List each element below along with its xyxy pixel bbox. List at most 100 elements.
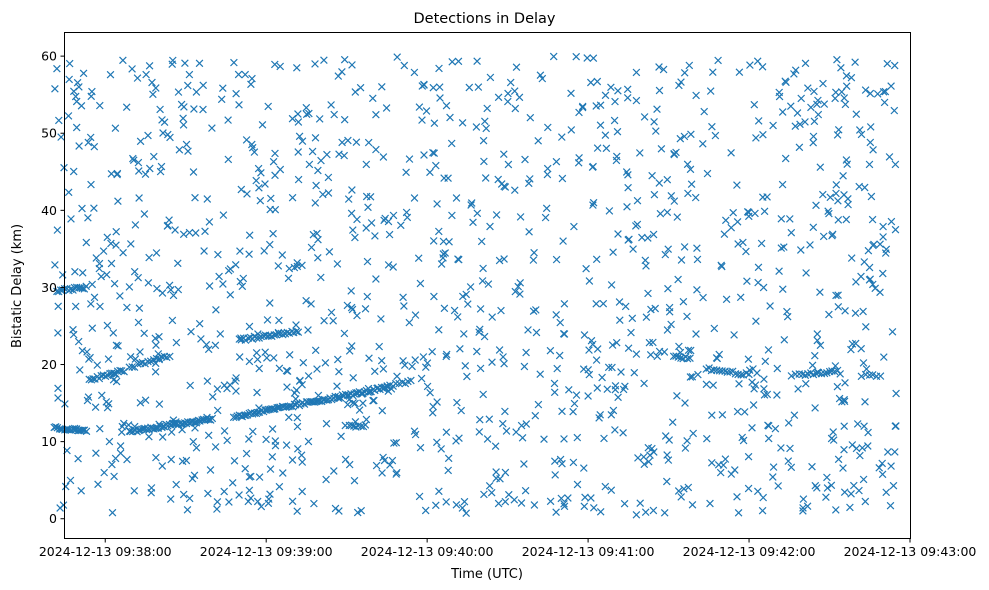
data-point-960 xyxy=(185,70,194,79)
data-point-263 xyxy=(840,397,849,406)
data-point-1175 xyxy=(411,311,420,319)
data-point-877 xyxy=(744,355,753,364)
data-point-632 xyxy=(604,363,613,372)
data-point-897 xyxy=(650,190,659,199)
data-point-894 xyxy=(479,390,488,399)
data-point-1560 xyxy=(361,421,370,429)
data-point-714 xyxy=(686,346,695,355)
data-point-457 xyxy=(892,389,900,398)
data-point-707 xyxy=(322,475,330,484)
data-point-1216 xyxy=(781,154,790,163)
data-point-1318 xyxy=(80,426,89,435)
data-point-311 xyxy=(416,279,425,288)
data-point-1172 xyxy=(434,325,443,334)
data-point-655 xyxy=(657,144,666,153)
data-point-911 xyxy=(491,442,500,451)
data-point-855 xyxy=(531,411,540,420)
data-point-187 xyxy=(878,459,887,468)
data-point-172 xyxy=(572,52,581,61)
data-point-964 xyxy=(809,132,818,141)
data-point-1563 xyxy=(674,353,683,361)
data-point-44 xyxy=(569,458,578,467)
data-point-868 xyxy=(179,114,187,123)
data-point-1344 xyxy=(101,372,110,381)
data-point-1109 xyxy=(188,474,197,483)
data-point-226 xyxy=(564,385,573,394)
data-point-405 xyxy=(304,326,312,334)
data-point-962 xyxy=(543,170,552,179)
data-point-1156 xyxy=(325,247,334,256)
data-point-1069 xyxy=(262,354,271,362)
data-point-796 xyxy=(405,155,414,163)
data-point-334 xyxy=(393,53,402,61)
data-point-1126 xyxy=(293,413,302,422)
data-point-1108 xyxy=(879,222,887,231)
data-point-1271 xyxy=(624,344,633,353)
data-point-700 xyxy=(418,82,427,90)
data-point-1231 xyxy=(638,233,646,242)
data-point-935 xyxy=(238,282,247,291)
data-point-682 xyxy=(288,193,297,202)
data-point-350 xyxy=(536,370,545,379)
data-point-415 xyxy=(442,101,451,110)
data-point-1084 xyxy=(627,328,635,337)
data-point-890 xyxy=(283,383,291,391)
data-point-40 xyxy=(467,201,475,209)
data-point-788 xyxy=(707,458,716,467)
data-point-176 xyxy=(400,61,409,70)
data-point-355 xyxy=(353,311,361,320)
data-point-550 xyxy=(608,363,616,372)
data-point-284 xyxy=(592,299,601,308)
data-point-417 xyxy=(145,61,154,70)
data-point-1249 xyxy=(693,244,701,253)
data-point-937 xyxy=(699,293,707,302)
data-point-902 xyxy=(389,211,398,220)
data-point-245 xyxy=(684,483,693,492)
data-point-1128 xyxy=(426,168,434,177)
data-point-17 xyxy=(268,452,277,461)
data-point-219 xyxy=(555,351,564,360)
data-point-433 xyxy=(832,180,841,189)
data-point-1191 xyxy=(744,212,753,221)
data-point-1095 xyxy=(173,259,182,268)
data-point-1185 xyxy=(271,149,279,158)
data-point-722 xyxy=(435,83,444,91)
data-point-83 xyxy=(777,244,786,252)
data-point-558 xyxy=(615,316,624,325)
data-point-546 xyxy=(550,388,559,397)
data-point-762 xyxy=(191,193,199,202)
data-point-136 xyxy=(377,315,385,323)
data-point-527 xyxy=(305,109,313,118)
data-point-882 xyxy=(453,313,462,321)
data-point-429 xyxy=(224,116,232,124)
data-point-10 xyxy=(200,247,208,255)
data-point-1203 xyxy=(680,243,689,251)
data-point-122 xyxy=(543,123,552,132)
data-point-1057 xyxy=(500,182,508,191)
data-point-312 xyxy=(486,222,494,231)
data-point-300 xyxy=(84,213,92,222)
data-point-1294 xyxy=(174,285,183,294)
data-point-654 xyxy=(110,472,118,481)
data-point-376 xyxy=(889,481,898,490)
data-point-435 xyxy=(362,160,371,169)
data-point-48 xyxy=(777,444,785,452)
data-point-42 xyxy=(480,117,489,126)
data-point-778 xyxy=(636,499,645,508)
data-point-699 xyxy=(298,261,306,270)
data-point-1158 xyxy=(534,400,543,409)
data-point-999 xyxy=(159,129,167,137)
data-point-799 xyxy=(764,346,773,354)
data-point-74 xyxy=(182,456,191,465)
data-point-65 xyxy=(184,147,192,156)
data-point-839 xyxy=(421,506,430,515)
plot-frame xyxy=(64,32,911,539)
data-point-375 xyxy=(890,448,899,456)
data-point-752 xyxy=(479,264,487,273)
data-point-486 xyxy=(54,384,62,393)
data-point-814 xyxy=(255,364,264,373)
data-point-113 xyxy=(293,422,302,431)
data-point-772 xyxy=(255,473,264,481)
data-point-326 xyxy=(592,356,601,364)
data-point-1272 xyxy=(825,209,833,218)
